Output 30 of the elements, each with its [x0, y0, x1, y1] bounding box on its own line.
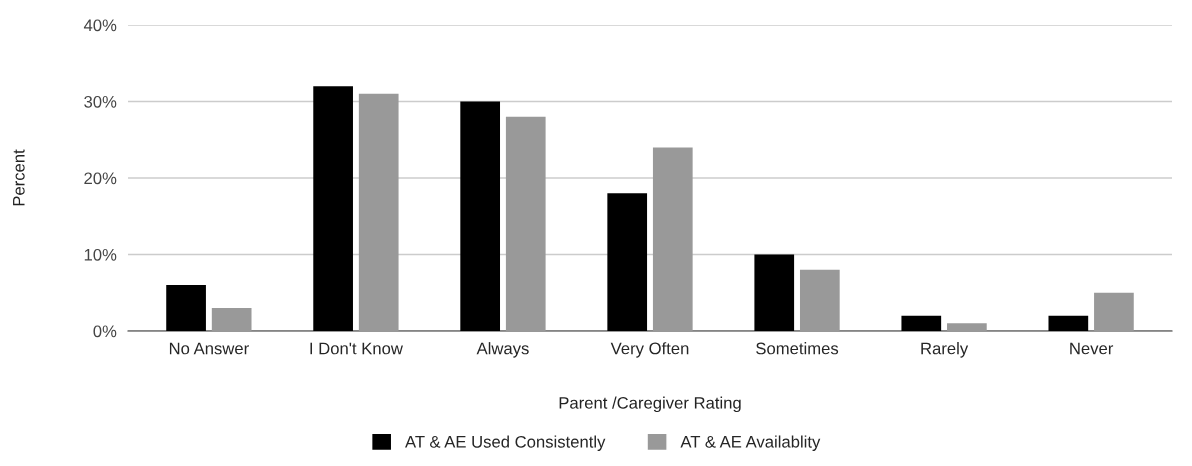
bar	[754, 254, 795, 331]
y-tick-label: 10%	[84, 248, 117, 261]
y-tick-label: 40%	[83, 19, 117, 32]
bar	[505, 116, 546, 331]
bar	[1094, 292, 1134, 331]
x-tick-label: Rarely	[921, 342, 969, 358]
y-tick-label: 20%	[84, 172, 117, 185]
bar	[460, 101, 501, 331]
x-tick-label: Sometimes	[756, 342, 839, 355]
bar	[166, 285, 206, 331]
bar	[901, 315, 942, 331]
bar	[358, 93, 399, 331]
x-tick-label: Always	[476, 342, 529, 358]
bar	[607, 193, 648, 331]
y-axis-title: Percent	[13, 149, 25, 206]
bar	[799, 269, 840, 331]
y-tick-label: 0%	[93, 325, 117, 338]
x-tick-label: No Answer	[169, 342, 249, 355]
y-tick-label: 30%	[84, 95, 117, 108]
x-tick-label: Never	[1070, 342, 1114, 355]
bar	[652, 147, 693, 331]
bar	[313, 86, 353, 331]
bar	[947, 323, 987, 331]
x-axis-title: Parent /Caregiver Rating	[559, 396, 741, 413]
x-tick-label: Very Often	[610, 342, 689, 358]
legend-label: AT & AE Availablity	[680, 435, 821, 451]
legend-label: AT & AE Used Consistently	[405, 435, 606, 451]
x-tick-label: I Don't Know	[310, 342, 403, 355]
bar	[1048, 315, 1089, 331]
bar	[211, 308, 252, 331]
